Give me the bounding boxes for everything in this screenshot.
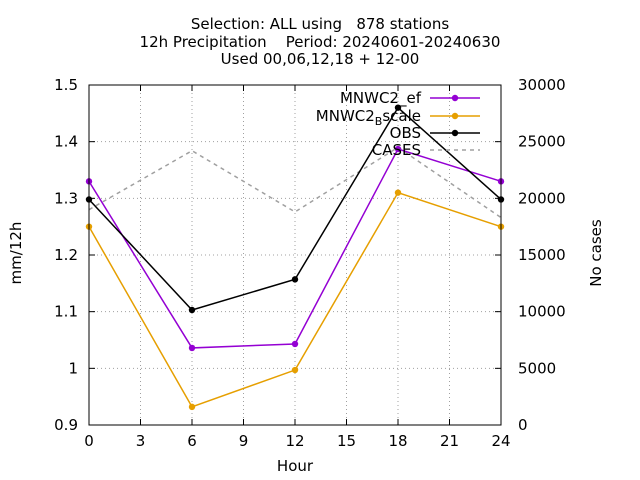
legend-marker-obs (451, 129, 459, 137)
chart-title-line-1: Selection: ALL using 878 stations (190, 15, 450, 33)
x-tick-label: 9 (239, 432, 249, 450)
series-point-mnwc2_ef (188, 344, 196, 352)
y2-tick-label: 15000 (518, 246, 566, 264)
legend-marker-mnwc2_ef (451, 94, 459, 102)
x-tick-label: 6 (187, 432, 197, 450)
series-point-mnwc2_bscale (394, 189, 402, 196)
y2-tick-label: 0 (518, 416, 528, 434)
y-tick-label: 1.3 (54, 189, 78, 207)
legend-label-cases: CASES (372, 141, 421, 159)
y-tick-label: 0.9 (54, 416, 78, 434)
series-line-mnwc2_bscale (88, 191, 502, 408)
chart-title-line-3: Used 00,06,12,18 + 12-00 (220, 50, 420, 68)
series-point-mnwc2_bscale (291, 366, 299, 374)
x-tick-label: 15 (337, 432, 356, 450)
legend-label-obs: OBS (390, 124, 421, 142)
grid-lines (89, 85, 501, 425)
legend-marker-mnwc2_bscale (451, 112, 459, 120)
y-tick-label: 1 (68, 359, 78, 377)
y-tick-label: 1.1 (54, 303, 78, 321)
chart-title-line-2: 12h Precipitation Period: 20240601-20240… (139, 33, 501, 51)
y2-tick-label: 20000 (518, 189, 566, 207)
series-point-mnwc2_ef (291, 340, 299, 348)
y-tick-label: 1.2 (54, 246, 78, 264)
y-axis-label: mm/12h (7, 222, 25, 285)
series-point-obs (394, 104, 402, 111)
y2-tick-label: 5000 (518, 359, 556, 377)
series-point-mnwc2_ef (394, 145, 402, 153)
series-point-obs (188, 306, 196, 314)
y-tick-label: 1.4 (54, 133, 78, 151)
y2-tick-label: 30000 (518, 76, 566, 94)
y2-tick-label: 25000 (518, 133, 566, 151)
series-line-cases (88, 146, 502, 219)
x-tick-label: 18 (388, 432, 407, 450)
x-tick-label: 24 (491, 432, 510, 450)
series-point-mnwc2_bscale (188, 403, 196, 411)
y-tick-label: 1.5 (54, 76, 78, 94)
y2-axis-label: No cases (587, 219, 605, 287)
legend-label-mnwc2_ef: MNWC2_ef (340, 89, 422, 108)
x-tick-label: 3 (136, 432, 146, 450)
series-point-obs (291, 276, 299, 283)
series-line-mnwc2_ef (88, 148, 502, 349)
x-tick-label: 21 (440, 432, 459, 450)
x-axis-label: Hour (277, 457, 314, 475)
legend-label-mnwc2_bscale: MNWC2Bscale (316, 107, 421, 128)
axis-tick-labels: 0 3 6 9 12 15 18 21 24 0.9 1 1.1 1.2 1.3 1.4 1.5 0 5000 10… (54, 76, 566, 450)
series-layer (85, 104, 505, 411)
x-tick-label: 0 (84, 432, 94, 450)
x-tick-label: 12 (285, 432, 304, 450)
axis-ticks (88, 84, 502, 426)
y2-tick-label: 10000 (518, 303, 566, 321)
